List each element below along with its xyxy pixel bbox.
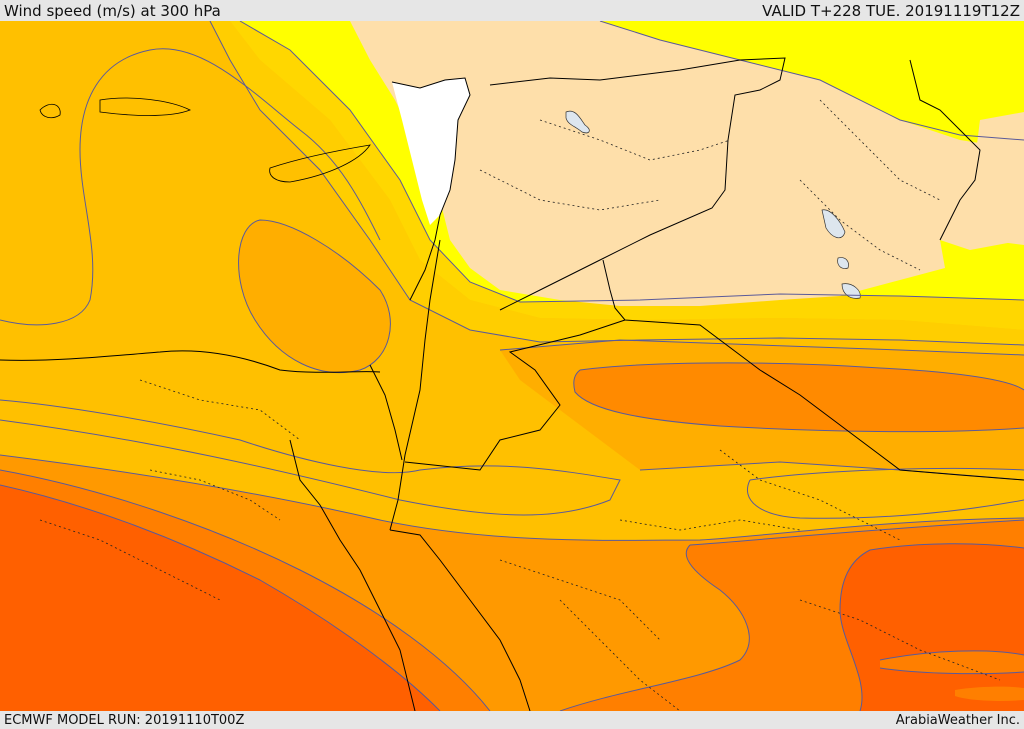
- band-orange-dark-east: [573, 362, 1024, 432]
- isotach-contours: [0, 21, 1024, 711]
- map-title: Wind speed (m/s) at 300 hPa: [4, 1, 221, 20]
- band-red-orange-se: [840, 543, 1024, 711]
- credit: ArabiaWeather Inc.: [895, 712, 1020, 728]
- country-borders: [0, 57, 1024, 711]
- band-amber-east: [747, 468, 1024, 519]
- land-beige-east: [970, 112, 1024, 245]
- band-yellow-ne: [600, 21, 1024, 140]
- band-gold-med: [0, 21, 1024, 345]
- band-amber-south: [0, 400, 620, 515]
- lake-tharthar: [821, 209, 846, 239]
- wind-speed-map: [0, 21, 1024, 711]
- band-orange-dark-patch: [880, 650, 1024, 674]
- island-rhodes: [39, 103, 61, 119]
- island-crete: [99, 97, 191, 116]
- land-beige: [350, 21, 1024, 306]
- band-white: [392, 78, 470, 225]
- header-bar: Wind speed (m/s) at 300 hPa VALID T+228 …: [0, 0, 1024, 21]
- valid-time: VALID T+228 TUE. 20191119T12Z: [762, 1, 1020, 20]
- band-light-orange-blob: [238, 220, 391, 373]
- band-orange-dark-patch-2: [955, 686, 1024, 701]
- band-red-orange-sw: [0, 485, 440, 711]
- admin-borders: [39, 99, 1001, 711]
- lake-razazah: [837, 257, 849, 269]
- footer-bar: ECMWF MODEL RUN: 20191110T00Z ArabiaWeat…: [0, 711, 1024, 729]
- lake-assad: [565, 110, 590, 134]
- band-orange-dark-sw: [0, 470, 490, 711]
- model-run: ECMWF MODEL RUN: 20191110T00Z: [4, 712, 245, 728]
- island-cyprus: [269, 144, 371, 183]
- map-panel: [0, 21, 1024, 711]
